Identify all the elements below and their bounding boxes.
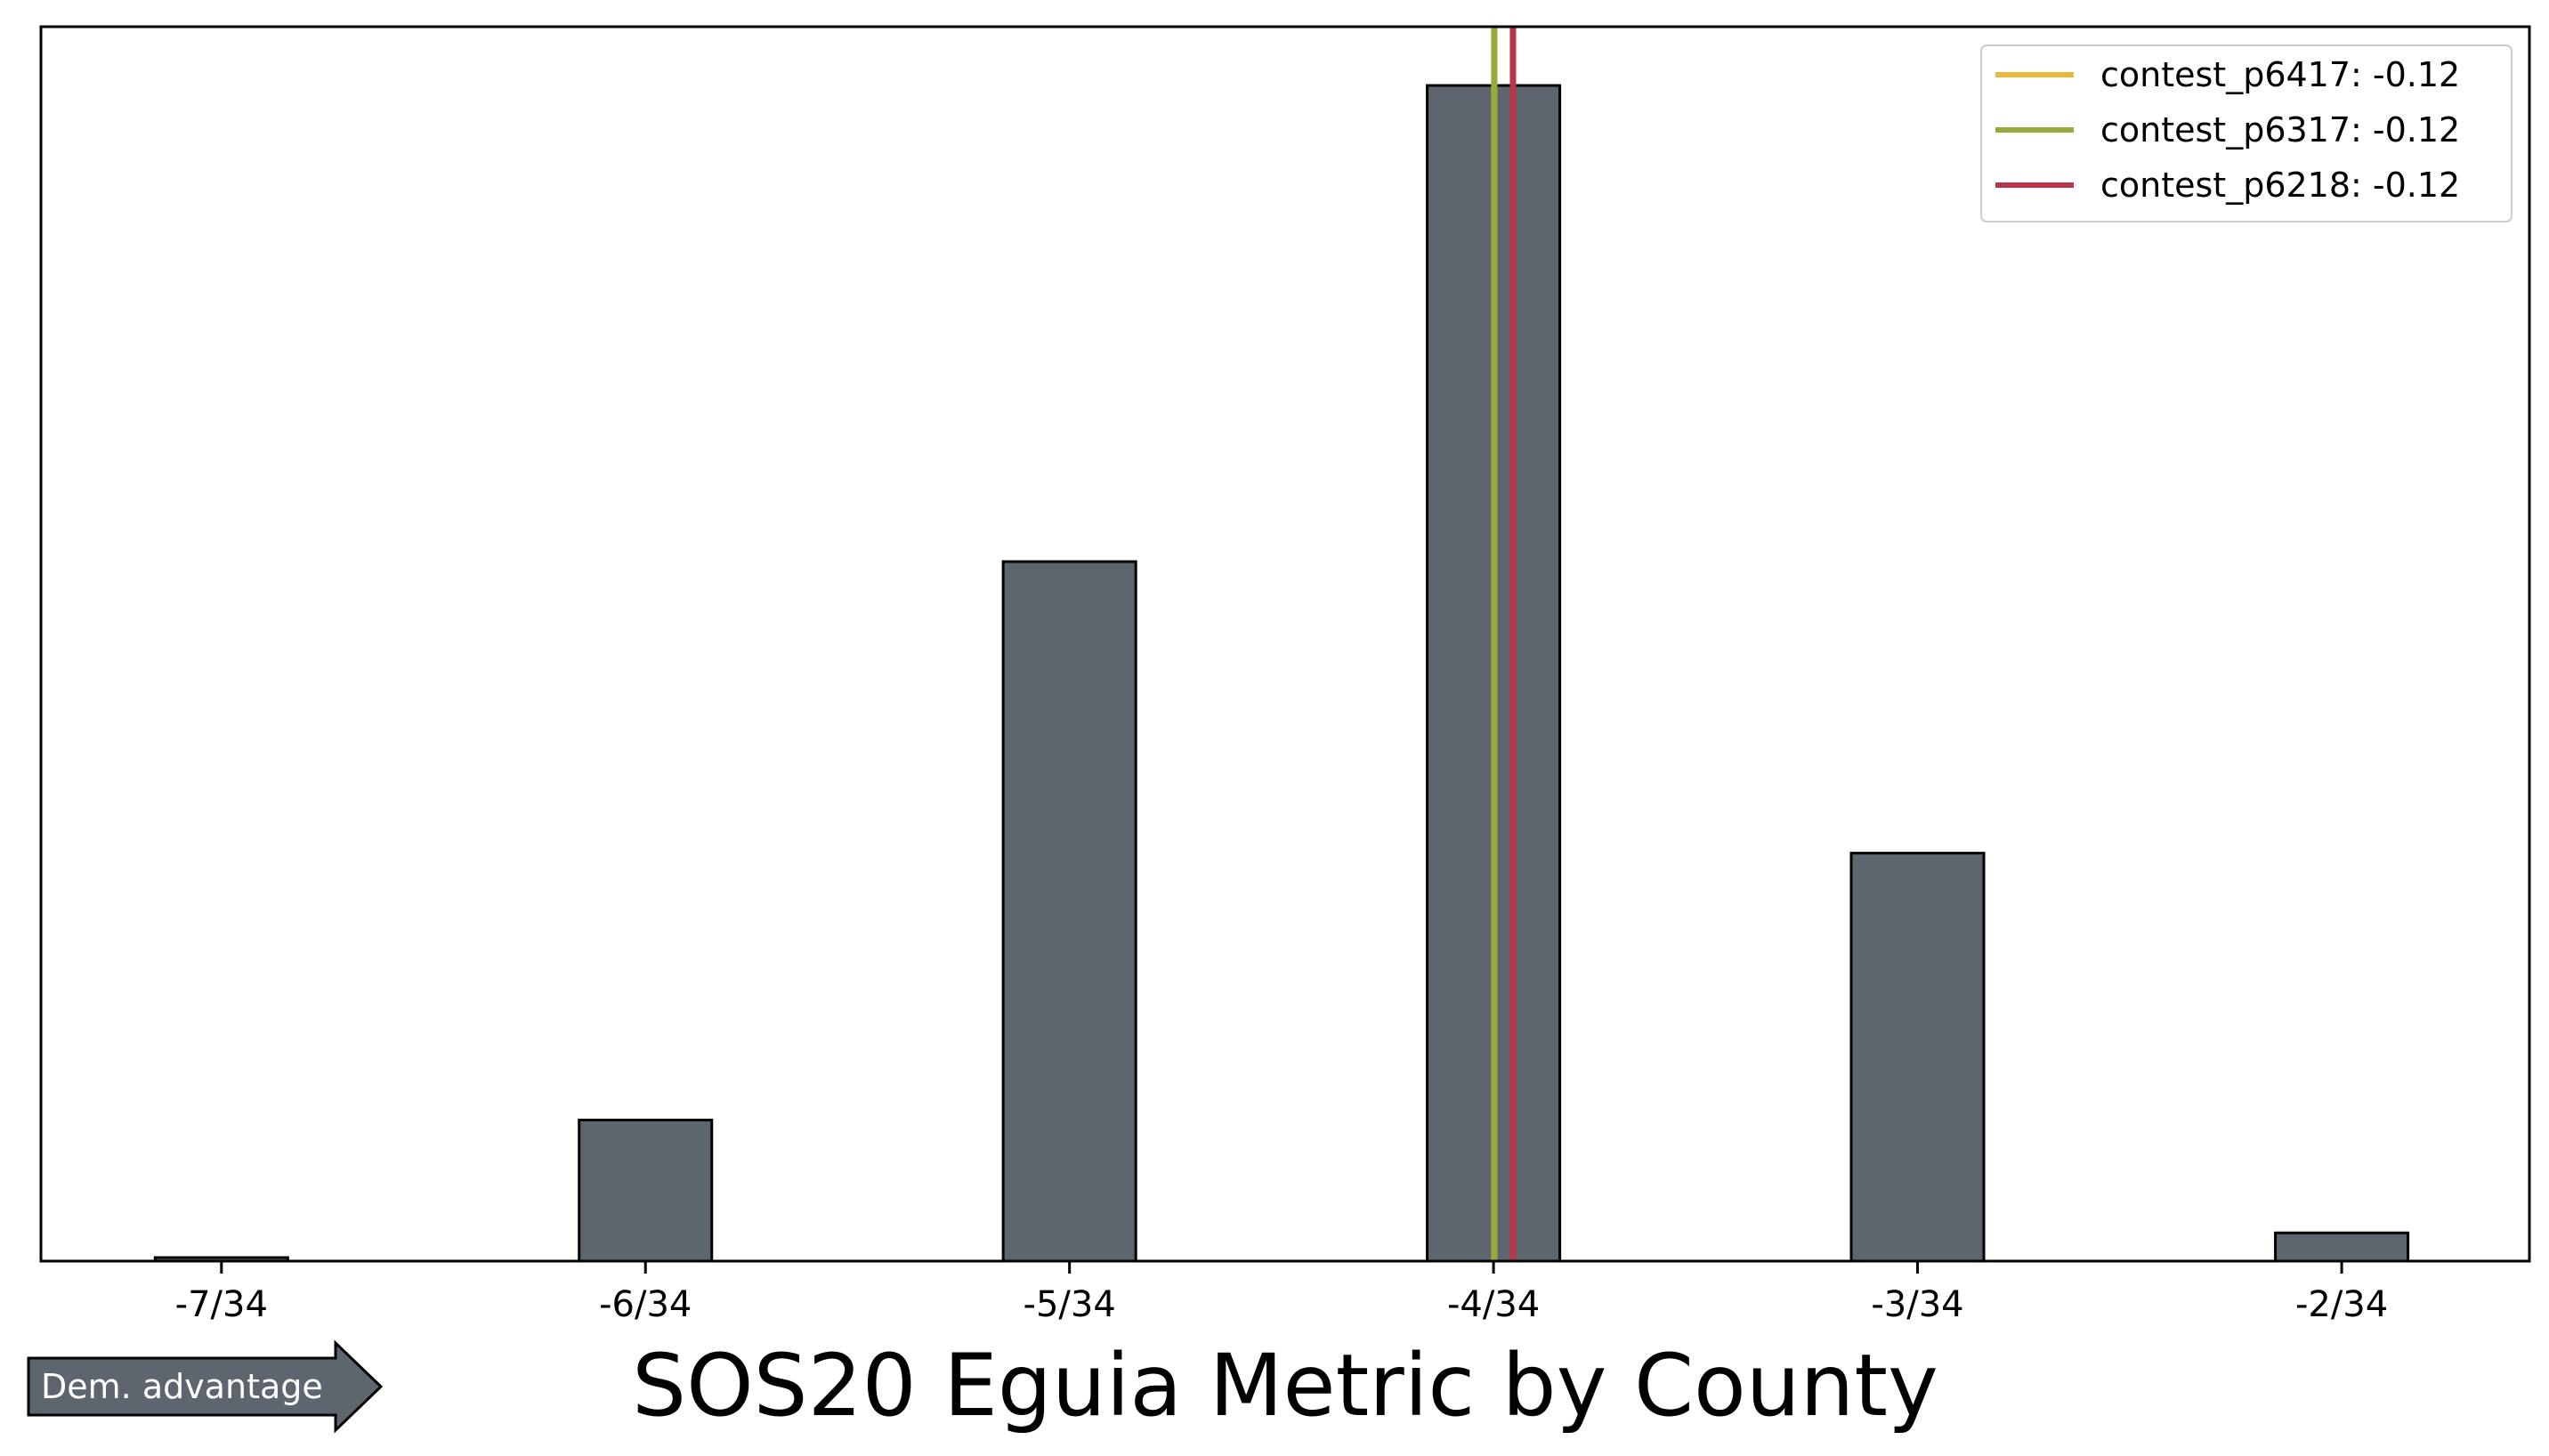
- plot-frame: [39, 25, 2531, 1263]
- x-tick-label: -2/34: [2295, 1284, 2388, 1325]
- x-ticks-layer: -7/34 -6/34 -5/34 -4/34 -3/34 -2/34: [175, 1261, 2388, 1325]
- x-tick-label: -7/34: [175, 1284, 268, 1325]
- dem-advantage-arrow: Dem. advantage: [27, 1339, 384, 1434]
- x-tick-label: -6/34: [599, 1284, 692, 1325]
- legend-entry-1: contest_p6417: -0.12: [2100, 55, 2460, 94]
- histogram-bar: [578, 1118, 714, 1263]
- histogram-bar: [1849, 852, 1986, 1263]
- legend-entry-3: contest_p6218: -0.12: [2100, 166, 2460, 205]
- x-tick-label: -3/34: [1871, 1284, 1963, 1325]
- vertical-lines-layer: [1491, 27, 1517, 1261]
- histogram-bar: [1001, 560, 1137, 1263]
- arrow-label: Dem. advantage: [41, 1367, 323, 1406]
- legend: contest_p6417: -0.12 contest_p6317: -0.1…: [1980, 44, 2513, 222]
- legend-box: [1980, 44, 2513, 222]
- arrow-shape: [27, 1339, 384, 1434]
- histogram-bar: [2274, 1231, 2410, 1263]
- x-tick-label: -5/34: [1024, 1284, 1116, 1325]
- x-tick-label: -4/34: [1447, 1284, 1540, 1325]
- chart-title: SOS20 Eguia Metric by County: [632, 1336, 1938, 1436]
- legend-entry-2: contest_p6317: -0.12: [2100, 110, 2460, 150]
